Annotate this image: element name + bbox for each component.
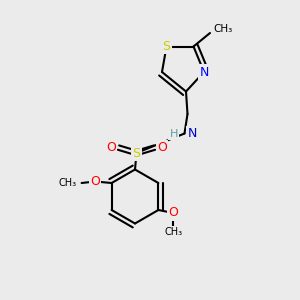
Text: CH₃: CH₃ [213,24,232,34]
Text: CH₃: CH₃ [164,227,182,237]
Text: N: N [188,127,197,140]
Text: S: S [163,40,170,53]
Text: O: O [168,206,178,220]
Text: O: O [90,175,100,188]
Text: S: S [133,146,140,160]
Text: O: O [106,141,116,154]
Text: N: N [199,65,209,79]
Text: O: O [157,141,167,154]
Text: CH₃: CH₃ [59,178,77,188]
Text: H: H [169,128,178,139]
